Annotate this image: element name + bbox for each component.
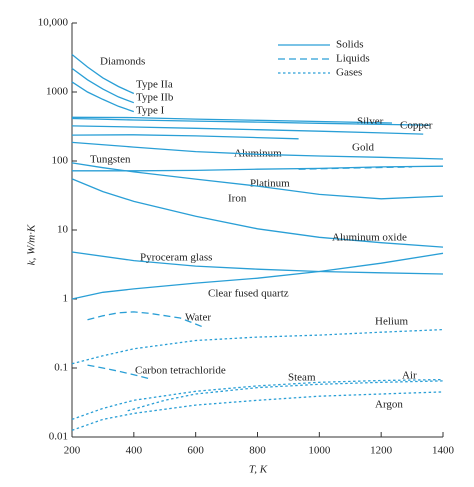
series-label: Silver xyxy=(357,116,384,128)
series-line xyxy=(71,81,135,113)
series-line xyxy=(127,380,444,412)
y-tick-label: 100 xyxy=(52,155,69,167)
series-label: Type IIb xyxy=(136,92,174,104)
series-line xyxy=(71,67,135,104)
y-tick-label: 10 xyxy=(57,224,69,236)
series-label: Type IIa xyxy=(136,79,173,91)
series-label: Copper xyxy=(400,120,433,132)
series-label: Clear fused quartz xyxy=(208,288,289,300)
series-line xyxy=(71,162,444,200)
y-tick-label: 10,000 xyxy=(38,17,69,29)
series-label: Argon xyxy=(375,399,403,411)
x-tick-label: 1200 xyxy=(370,445,393,457)
series-line xyxy=(71,134,299,140)
series-label: Aluminum oxide xyxy=(332,232,407,244)
x-tick-label: 800 xyxy=(249,445,266,457)
series-line xyxy=(71,116,393,124)
series-line xyxy=(71,328,444,365)
x-axis-label: T, K xyxy=(249,464,268,476)
annotation: Diamonds xyxy=(100,56,145,68)
x-tick-label: 1400 xyxy=(432,445,455,457)
series-label: Water xyxy=(185,312,211,324)
series-label: Tungsten xyxy=(90,154,131,166)
series-label: Type I xyxy=(136,105,165,117)
series-label: Gold xyxy=(352,142,375,154)
series-line xyxy=(72,165,444,172)
series-line xyxy=(71,141,444,160)
series-line xyxy=(71,125,424,135)
y-tick-label: 0.01 xyxy=(49,431,68,443)
y-tick-label: 0.1 xyxy=(54,362,68,374)
series-line xyxy=(71,391,444,431)
series-line xyxy=(71,251,444,275)
series-label: Aluminum xyxy=(234,148,282,160)
legend-label: Solids xyxy=(336,39,364,51)
y-axis-label: k, W/m·K xyxy=(26,224,38,265)
series-label: Pyroceram glass xyxy=(140,252,212,264)
series-line xyxy=(71,53,135,95)
series-label: Air xyxy=(402,370,417,382)
x-tick-label: 600 xyxy=(187,445,204,457)
y-tick-label: 1000 xyxy=(46,86,69,98)
legend-label: Gases xyxy=(336,67,362,79)
series-line xyxy=(87,311,203,328)
series-line xyxy=(71,178,444,248)
series-label: Iron xyxy=(228,193,247,205)
series-line xyxy=(71,252,444,300)
x-tick-label: 200 xyxy=(64,445,81,457)
series-label: Steam xyxy=(288,372,316,384)
series-line xyxy=(71,117,431,126)
x-tick-label: 400 xyxy=(126,445,143,457)
y-tick-label: 1 xyxy=(63,293,69,305)
x-tick-label: 1000 xyxy=(308,445,331,457)
legend-label: Liquids xyxy=(336,53,370,65)
series-label: Carbon tetrachloride xyxy=(135,365,226,377)
series-label: Helium xyxy=(375,316,408,328)
